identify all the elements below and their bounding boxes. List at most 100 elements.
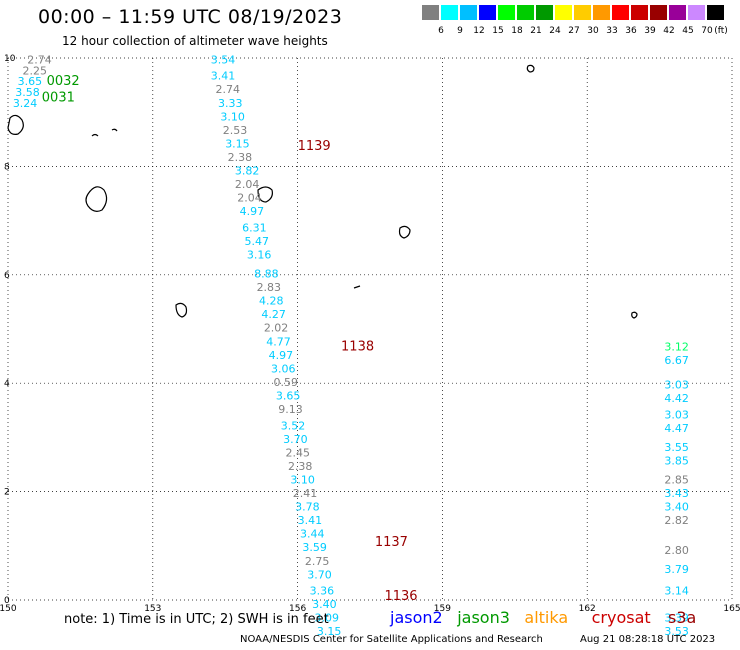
wave-height-reading: 3.70 xyxy=(283,433,308,446)
wave-height-reading: 3.43 xyxy=(664,487,689,500)
legend-item-jason3: jason3 xyxy=(457,608,510,627)
color-scale-label: 24 xyxy=(549,26,561,36)
island-outline xyxy=(111,128,118,132)
color-scale-swatch xyxy=(631,5,648,20)
pass-number-label: 1139 xyxy=(298,139,331,154)
color-scale-swatch xyxy=(441,5,458,20)
wave-height-reading: 3.44 xyxy=(300,528,325,541)
wave-height-reading: 2.53 xyxy=(223,124,248,137)
color-scale-swatch xyxy=(479,5,496,20)
color-scale-label: 9 xyxy=(457,26,463,36)
wave-height-reading: 3.40 xyxy=(664,501,689,514)
island-outline xyxy=(398,225,411,239)
wave-height-reading: 2.04 xyxy=(235,178,260,191)
island-outline xyxy=(85,186,108,212)
wave-height-reading: 4.77 xyxy=(266,335,291,348)
wave-height-reading: 9.13 xyxy=(278,403,303,416)
wave-height-reading: 2.85 xyxy=(664,473,689,486)
wave-height-reading: 3.65 xyxy=(18,75,43,88)
island-outline xyxy=(91,133,99,137)
wave-height-reading: 2.04 xyxy=(237,192,262,205)
island-outline xyxy=(526,64,535,73)
wave-height-reading: 3.03 xyxy=(664,408,689,421)
wave-height-reading: 3.40 xyxy=(312,598,337,611)
wave-height-reading: 3.54 xyxy=(211,53,236,66)
wave-height-reading: 3.78 xyxy=(295,501,320,514)
color-scale-swatch xyxy=(536,5,553,20)
wave-height-reading: 2.41 xyxy=(293,487,318,500)
wave-height-reading: 3.53 xyxy=(664,625,689,638)
wave-height-reading: 2.45 xyxy=(286,446,311,459)
wave-height-reading: 4.97 xyxy=(269,349,294,362)
island-outline xyxy=(353,285,361,289)
color-scale-swatch xyxy=(650,5,667,20)
pass-number-label: 0031 xyxy=(42,90,75,105)
wave-height-reading: 3.06 xyxy=(271,362,296,375)
color-scale-swatch xyxy=(612,5,629,20)
wave-height-reading: 3.10 xyxy=(290,473,315,486)
color-scale-label: 45 xyxy=(682,26,694,36)
color-scale-swatch xyxy=(593,5,610,20)
wave-height-reading: 3.03 xyxy=(664,379,689,392)
pass-number-label: 0032 xyxy=(47,74,80,89)
color-scale-label: 15 xyxy=(492,26,504,36)
wave-height-reading: 3.59 xyxy=(302,541,327,554)
color-scale-swatch xyxy=(460,5,477,20)
x-tick-label: 150 xyxy=(0,604,17,614)
wave-height-reading: 4.27 xyxy=(261,308,286,321)
legend-item-cryosat: cryosat xyxy=(591,608,651,627)
color-scale-label: 36 xyxy=(625,26,637,36)
color-scale-swatch xyxy=(517,5,534,20)
wave-height-reading: 2.83 xyxy=(257,281,282,294)
wave-height-reading: 3.65 xyxy=(276,389,301,402)
color-scale-label: 18 xyxy=(511,26,523,36)
island-outline xyxy=(631,311,638,319)
x-tick-label: 156 xyxy=(289,604,306,614)
wave-height-reading: 3.82 xyxy=(235,165,260,178)
wave-height-reading: 4.28 xyxy=(259,295,284,308)
wave-height-reading: 3.09 xyxy=(314,612,339,625)
color-scale-swatch xyxy=(688,5,705,20)
wave-height-reading: 0.59 xyxy=(273,376,298,389)
map-subtitle: 12 hour collection of altimeter wave hei… xyxy=(62,34,328,48)
color-scale-label: 39 xyxy=(644,26,656,36)
wave-height-reading: 8.88 xyxy=(254,268,279,281)
y-tick-label: 8 xyxy=(4,162,10,172)
color-scale-label: 70 xyxy=(701,26,713,36)
wave-height-reading: 2.38 xyxy=(288,460,313,473)
x-tick-label: 159 xyxy=(434,604,451,614)
wave-height-reading: 3.16 xyxy=(247,249,271,262)
wave-height-reading: 3.70 xyxy=(307,568,332,581)
wave-height-reading: 6.67 xyxy=(664,354,689,367)
wave-height-reading: 3.41 xyxy=(211,70,236,83)
footer-note: note: 1) Time is in UTC; 2) SWH is in fe… xyxy=(64,612,329,627)
wave-height-reading: 3.79 xyxy=(664,563,689,576)
credit-line: NOAA/NESDIS Center for Satellite Applica… xyxy=(240,634,543,645)
wave-height-reading: 3.39 xyxy=(664,612,689,625)
pass-number-label: 1136 xyxy=(384,589,417,604)
y-tick-label: 6 xyxy=(4,271,10,281)
color-scale-swatch xyxy=(574,5,591,20)
wave-height-reading: 4.42 xyxy=(664,392,689,405)
color-scale-label: 27 xyxy=(568,26,580,36)
color-scale-swatch xyxy=(707,5,724,20)
wave-height-reading: 2.38 xyxy=(228,151,253,164)
legend-item-altika: altika xyxy=(524,608,569,627)
color-scale-label: 42 xyxy=(663,26,675,36)
wave-height-reading: 5.47 xyxy=(245,235,269,248)
y-tick-label: 0 xyxy=(4,596,10,606)
wave-height-reading: 6.31 xyxy=(242,221,266,234)
x-tick-label: 162 xyxy=(579,604,596,614)
color-scale-label: 21 xyxy=(530,26,542,36)
wave-height-reading: 3.15 xyxy=(317,625,342,638)
color-scale-swatch xyxy=(669,5,686,20)
wave-height-reading: 3.10 xyxy=(220,110,245,123)
y-tick-label: 2 xyxy=(4,488,10,498)
color-scale-label: 30 xyxy=(587,26,599,36)
y-tick-label: 4 xyxy=(4,379,10,389)
wave-height-reading: 3.15 xyxy=(225,137,250,150)
wave-height-reading: 3.33 xyxy=(218,97,243,110)
wave-height-reading: 2.80 xyxy=(664,544,689,557)
wave-height-reading: 2.75 xyxy=(305,555,330,568)
